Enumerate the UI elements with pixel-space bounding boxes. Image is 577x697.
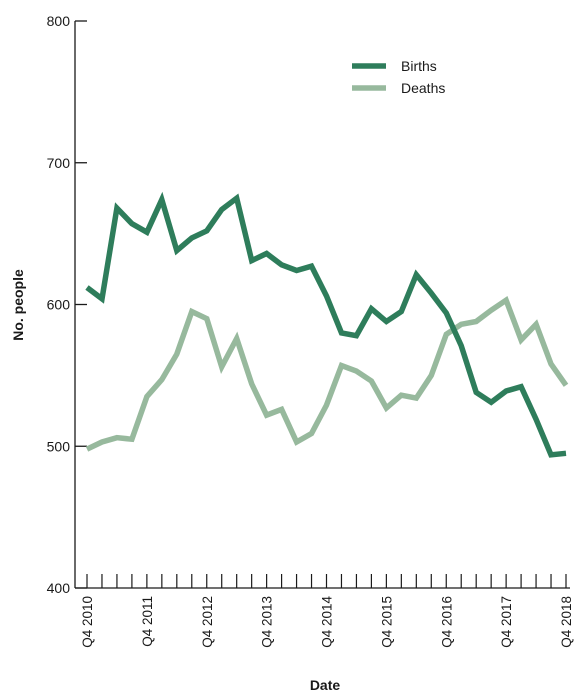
y-axis-title: No. people [10,269,26,341]
x-axis: Q4 2010 Q4 2011 Q4 2012 Q4 2013 Q4 2014 Q4 20… [75,574,574,648]
legend-label-deaths: Deaths [401,80,445,96]
x-tick-label: Q4 2014 [320,596,335,648]
series-lines [85,191,569,458]
x-tick-label: Q4 2016 [439,596,454,648]
series-line-births [85,191,567,458]
x-tick-label: Q4 2015 [379,596,394,648]
x-tick-label: Q4 2011 [140,596,155,647]
y-tick-label: 700 [47,155,71,171]
y-axis: 400 500 600 700 800 [47,13,87,596]
series-line-deaths [85,295,569,452]
x-tick-label: Q4 2018 [559,596,574,648]
legend-label-births: Births [401,58,437,74]
x-tick-label: Q4 2017 [499,596,514,648]
x-tick-label: Q4 2012 [200,596,215,648]
y-tick-label: 500 [47,438,71,454]
legend: Births Deaths [352,58,445,96]
x-axis-title: Date [310,677,341,693]
y-tick-label: 800 [47,13,71,29]
y-tick-label: 600 [47,297,71,313]
x-tick-label: Q4 2013 [260,596,275,648]
x-tick-label: Q4 2010 [80,596,95,648]
y-tick-label: 400 [47,580,71,596]
